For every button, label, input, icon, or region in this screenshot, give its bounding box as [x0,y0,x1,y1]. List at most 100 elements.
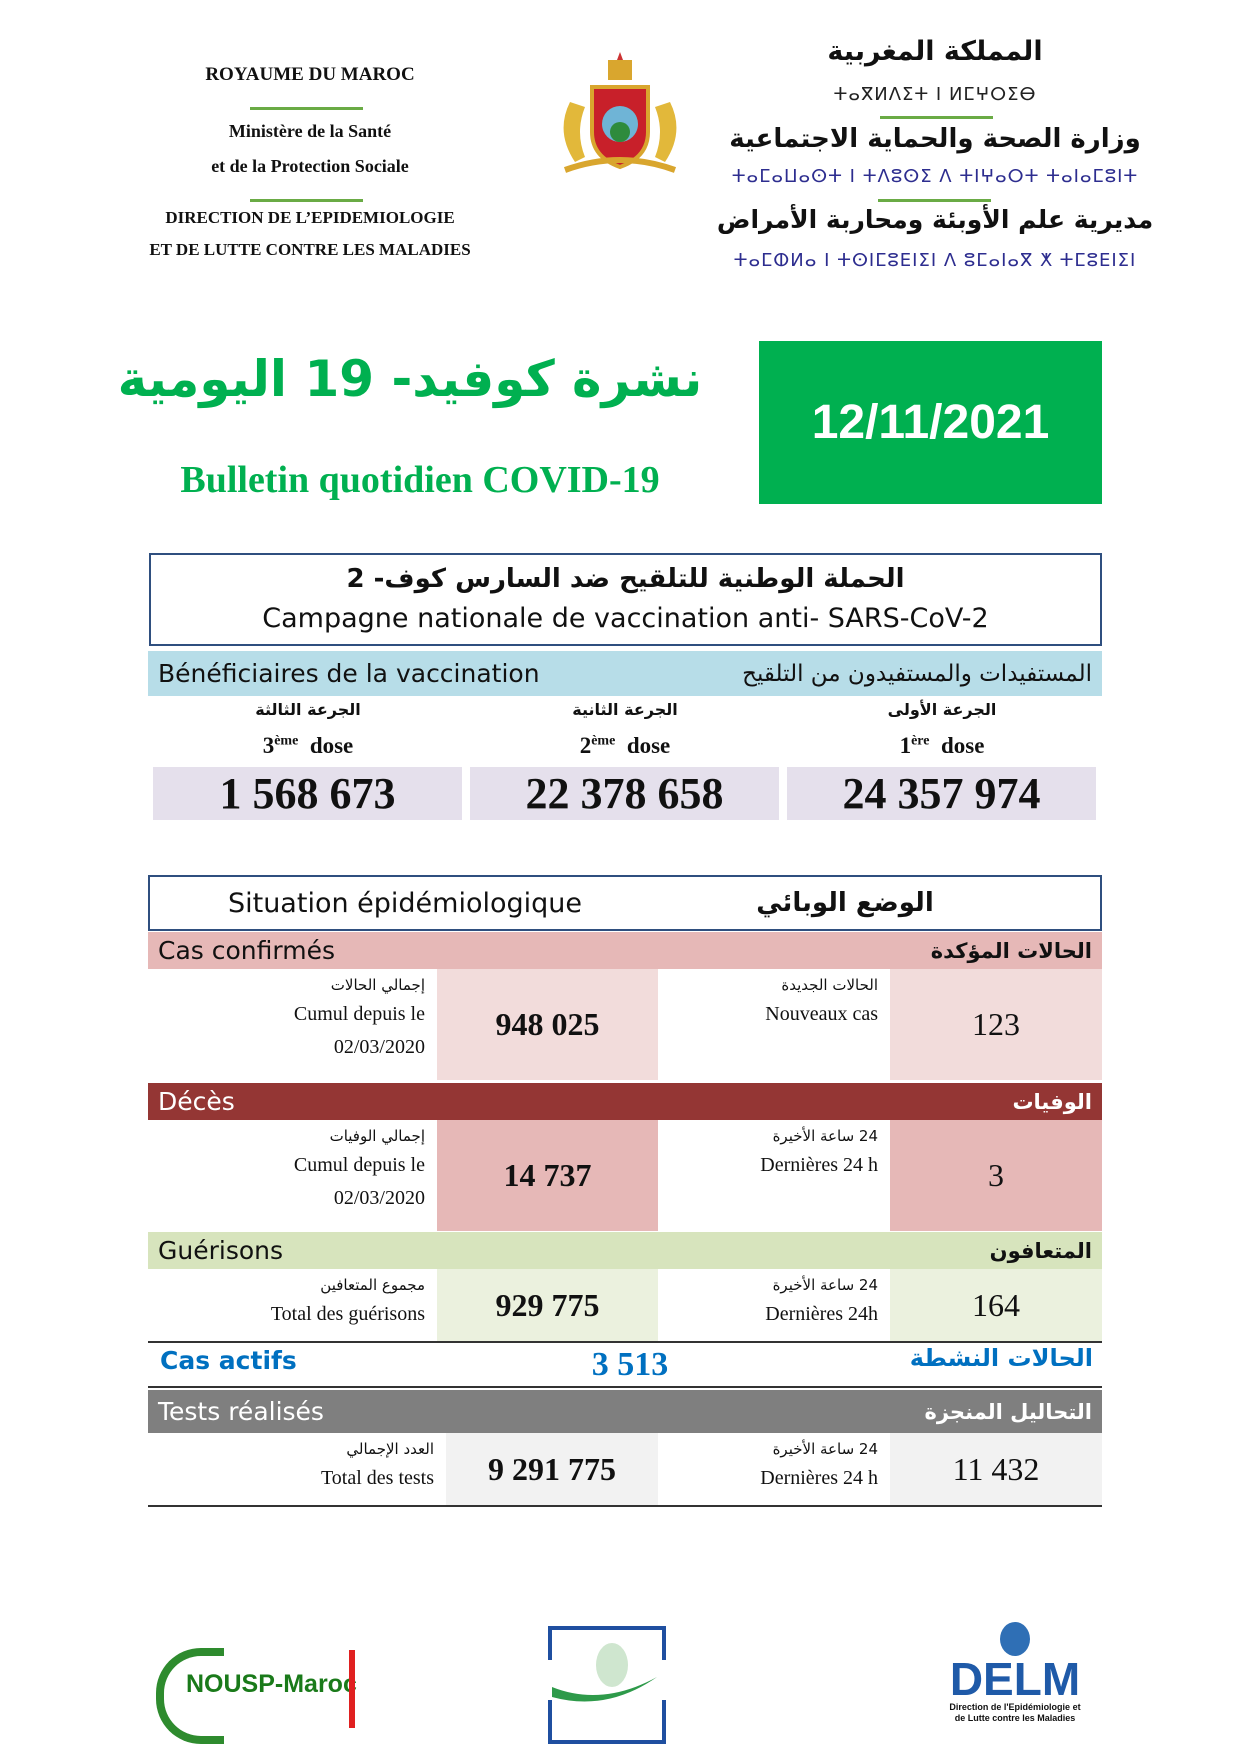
confirmed-cumulative-ar: إجمالي الحالات [330,976,425,994]
situation-title-ar: الوضع الوبائي [756,888,934,918]
divider [148,1341,1102,1343]
dose-value: 24 357 974 [787,767,1096,820]
confirmed-cumulative-value: 948 025 [437,969,658,1080]
tests-cumulative-fr: Total des tests [320,1467,434,1489]
deaths-recent-ar: 24 ساعة الأخيرة [772,1127,878,1145]
coat-of-arms-icon [563,52,677,173]
dose-word: dose [940,733,985,758]
divider [250,199,363,202]
title-fr: Bulletin quotidien COVID-19 [180,459,660,501]
ar-direction: مديرية علم الأوبئة ومحاربة الأمراض [716,205,1154,234]
recovered-recent-value: 164 [890,1269,1102,1341]
dose-suffix: ème [274,733,299,749]
dose-suffix: ème [591,733,616,749]
deaths-recent-value: 3 [890,1120,1102,1231]
delm-logo-text: DELM [949,1653,1081,1705]
tif-country: ⵜⴰⴳⵍⴷⵉⵜ ⵏ ⵍⵎⵖⵔⵉⴱ [833,84,1037,105]
deaths-recent-label: 24 ساعة الأخيرة Dernières 24 h [658,1120,890,1231]
dose-number: 1 [899,733,912,758]
situation-title-box: Situation épidémiologique الوضع الوبائي [148,875,1102,931]
recovered-cumulative-fr: Total des guérisons [270,1303,425,1325]
recovered-cumulative-ar: مجموع المتعافين [320,1276,425,1294]
dose-number: 3 [262,733,275,758]
dose-label-fr: 2ème dose [470,733,780,759]
fr-ministry-2: et de la Protection Sociale [211,156,409,176]
fr-direction-2: ET DE LUTTE CONTRE LES MALADIES [149,240,471,259]
confirmed-recent-fr: Nouveaux cas [765,1003,878,1025]
confirmed-label-fr: Cas confirmés [158,936,335,965]
active-label-ar: الحالات النشطة [909,1344,1093,1372]
divider [878,199,991,202]
dose-label-ar: الجرعة الأولى [887,700,997,719]
confirmed-cumulative-date: 02/03/2020 [333,1036,425,1058]
fr-country: ROYAUME DU MAROC [205,64,415,85]
tests-recent-fr: Dernières 24 h [760,1467,878,1489]
tests-recent-ar: 24 ساعة الأخيرة [772,1440,878,1458]
dose-value: 22 378 658 [470,767,779,820]
vaccination-band-ar: المستفيدات والمستفيدون من التلقيح [742,660,1092,687]
confirmed-band: Cas confirmés الحالات المؤكدة [148,932,1102,969]
delm-logo-sub: Direction de l'Epidémiologie et de Lutte… [949,1702,1081,1723]
fr-ministry-1: Ministère de la Santé [228,121,392,141]
nousp-logo: NOUSP-Maroc [150,1640,357,1744]
recovered-recent-ar: 24 ساعة الأخيرة [772,1276,878,1294]
dose-value: 1 568 673 [153,767,462,820]
confirmed-recent-label: الحالات الجديدة Nouveaux cas [658,969,890,1080]
tif-ministry: ⵜⴰⵎⴰⵡⴰⵙⵜ ⵏ ⵜⴷⵓⵙⵉ ⴷ ⵜⵏⵖⴰⵔⵜ ⵜⴰⵏⴰⵎⵓⵏⵜ [731,166,1139,187]
dose-word: dose [626,733,671,758]
ar-country: المملكة المغربية [827,36,1043,67]
recovered-cumulative-label: مجموع المتعافين Total des guérisons [148,1269,437,1341]
deaths-cumulative-fr: Cumul depuis le [293,1154,425,1176]
tests-cumulative-label: العدد الإجمالي Total des tests [148,1433,446,1506]
dose-word: dose [309,733,354,758]
vaccination-band: Bénéficiaires de la vaccination المستفيد… [148,651,1102,696]
divider [880,116,993,119]
title-ar: نشرة كوفيد- 19 اليومية [117,350,703,408]
ar-ministry: وزارة الصحة والحماية الاجتماعية [729,124,1141,154]
recovered-label-ar: المتعافون [989,1238,1092,1263]
deaths-recent-fr: Dernières 24 h [760,1154,878,1176]
tests-recent-value: 11 432 [890,1433,1102,1506]
divider [148,1505,1102,1507]
vaccination-band-fr: Bénéficiaires de la vaccination [158,659,540,688]
deaths-cumulative-value: 14 737 [437,1120,658,1231]
dose-label-fr: 3ème dose [153,733,463,759]
tests-label-ar: التحاليل المنجزة [924,1399,1092,1424]
divider [148,1386,1102,1388]
active-label-fr: Cas actifs [160,1346,297,1375]
dose-label-ar: الجرعة الثانية [572,700,678,719]
recovered-recent-label: 24 ساعة الأخيرة Dernières 24h [658,1269,890,1341]
tif-direction: ⵜⴰⵎⵀⵍⴰ ⵏ ⵜⵙⵏⵎⵓⴹⵏⵉⵏ ⴷ ⵓⵎⴰⵏⴰⴳ ⵅ ⵜⵎⵓⴹⵏⵉⵏ [733,250,1137,271]
dose-suffix: ère [911,733,930,749]
confirmed-cumulative-fr: Cumul depuis le [293,1003,425,1025]
deaths-cumulative-label: إجمالي الوفيات Cumul depuis le 02/03/202… [148,1120,437,1231]
tests-cumulative-ar: العدد الإجمالي [346,1440,434,1458]
nousp-logo-text: NOUSP-Maroc [186,1670,357,1698]
divider [250,107,363,110]
recovered-cumulative-value: 929 775 [437,1269,658,1341]
confirmed-recent-value: 123 [890,969,1102,1080]
delm-logo: DELM Direction de l'Epidémiologie et de … [945,1622,1085,1724]
tests-recent-label: 24 ساعة الأخيرة Dernières 24 h [658,1433,890,1506]
deaths-cumulative-date: 02/03/2020 [333,1187,425,1209]
deaths-cumulative-ar: إجمالي الوفيات [329,1127,425,1145]
recovered-band: Guérisons المتعافون [148,1232,1102,1269]
date-badge: 12/11/2021 [759,341,1102,504]
confirmed-recent-ar: الحالات الجديدة [781,976,878,994]
recovered-recent-fr: Dernières 24h [765,1303,878,1325]
confirmed-label-ar: الحالات المؤكدة [930,938,1092,963]
active-value: 3 513 [591,1346,669,1383]
dose-label-ar: الجرعة الثالثة [255,700,361,719]
tests-label-fr: Tests réalisés [158,1397,324,1426]
vaccination-title-box: الحملة الوطنية للتلقيح ضد السارس كوف- 2 … [149,553,1102,646]
fr-direction-1: DIRECTION DE L’EPIDEMIOLOGIE [165,208,455,227]
dose-label-fr: 1ère dose [787,733,1097,759]
deaths-label-ar: الوفيات [1012,1089,1092,1114]
ministry-health-logo [548,1626,666,1744]
deaths-band: Décès الوفيات [148,1083,1102,1120]
recovered-label-fr: Guérisons [158,1236,284,1265]
situation-title-fr: Situation épidémiologique [227,887,583,919]
tests-band: Tests réalisés التحاليل المنجزة [148,1390,1102,1433]
vaccination-title-ar: الحملة الوطنية للتلقيح ضد السارس كوف- 2 [346,564,905,594]
